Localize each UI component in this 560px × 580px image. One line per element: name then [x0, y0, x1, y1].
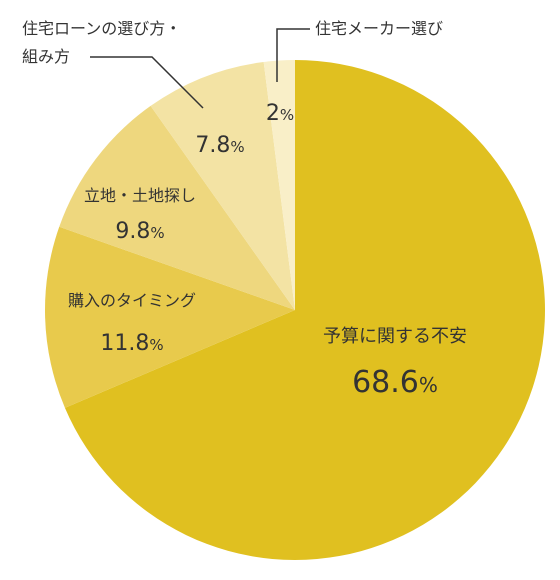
leader-line-4 [90, 56, 204, 109]
pie-slice-4 [150, 61, 295, 310]
leader-line-5 [276, 28, 310, 82]
slice-label-1: 予算に関する不安 [323, 326, 467, 347]
data-label-4: 7.8% [195, 133, 244, 158]
data-label-3: 9.8% [115, 219, 164, 244]
pie-slice-5 [263, 60, 295, 310]
leader-lines [90, 28, 310, 109]
data-label-1: 68.6% [352, 365, 438, 400]
slice-label-2: 購入のタイミング [68, 291, 196, 310]
slice-label-5: 住宅メーカー選び [315, 19, 443, 38]
data-label-2: 11.8% [100, 331, 163, 356]
pie-slice-1 [64, 60, 545, 560]
slice-labels: 予算に関する不安 68.6% 購入のタイミング 11.8% 立地・土地探し 9.8% 7.8… [22, 19, 467, 400]
pie-slice-2 [44, 226, 295, 408]
slice-label-3: 立地・土地探し [84, 186, 196, 205]
pie-slice-3 [59, 105, 295, 310]
pie-slices [44, 60, 545, 560]
slice-label-4: 住宅ローンの選び方・組み方 [22, 19, 181, 66]
data-label-5: 2% [266, 101, 294, 126]
